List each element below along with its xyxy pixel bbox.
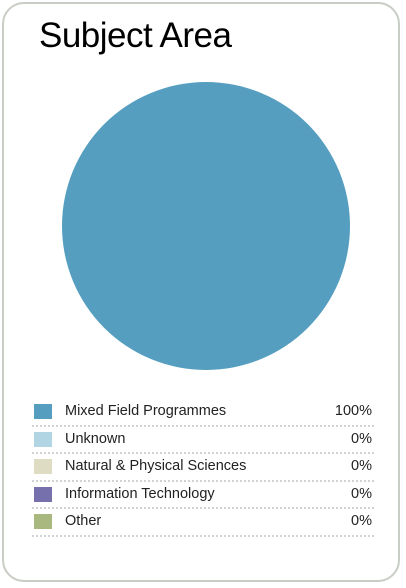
legend-swatch (34, 459, 52, 474)
legend-label: Unknown (65, 430, 126, 447)
legend-swatch (34, 431, 52, 447)
chart-legend: Mixed Field Programmes 100% Unknown 0% Natur… (32, 399, 374, 537)
legend-swatch (34, 404, 52, 419)
pie-chart (62, 82, 350, 370)
legend-value: 0% (351, 430, 372, 447)
pie-chart-area (62, 82, 350, 370)
pie-slice-0 (62, 82, 350, 370)
legend-value: 0% (351, 485, 372, 502)
legend-label: Natural & Physical Sciences (65, 458, 247, 474)
legend-item: Other 0% (32, 509, 374, 537)
legend-item: Mixed Field Programmes 100% (32, 399, 374, 427)
legend-value: 100% (334, 403, 372, 419)
legend-label: Other (65, 513, 102, 529)
legend-item: Unknown 0% (32, 427, 374, 454)
legend-value: 0% (351, 458, 372, 474)
legend-label: Mixed Field Programmes (65, 403, 227, 419)
legend-swatch (34, 514, 52, 529)
legend-item: Natural & Physical Sciences 0% (32, 454, 374, 482)
legend-value: 0% (351, 513, 372, 529)
chart-title: Subject Area (39, 16, 232, 55)
legend-label: Information Technology (65, 485, 215, 502)
legend-swatch (34, 486, 52, 502)
legend-item: Information Technology 0% (32, 482, 374, 509)
